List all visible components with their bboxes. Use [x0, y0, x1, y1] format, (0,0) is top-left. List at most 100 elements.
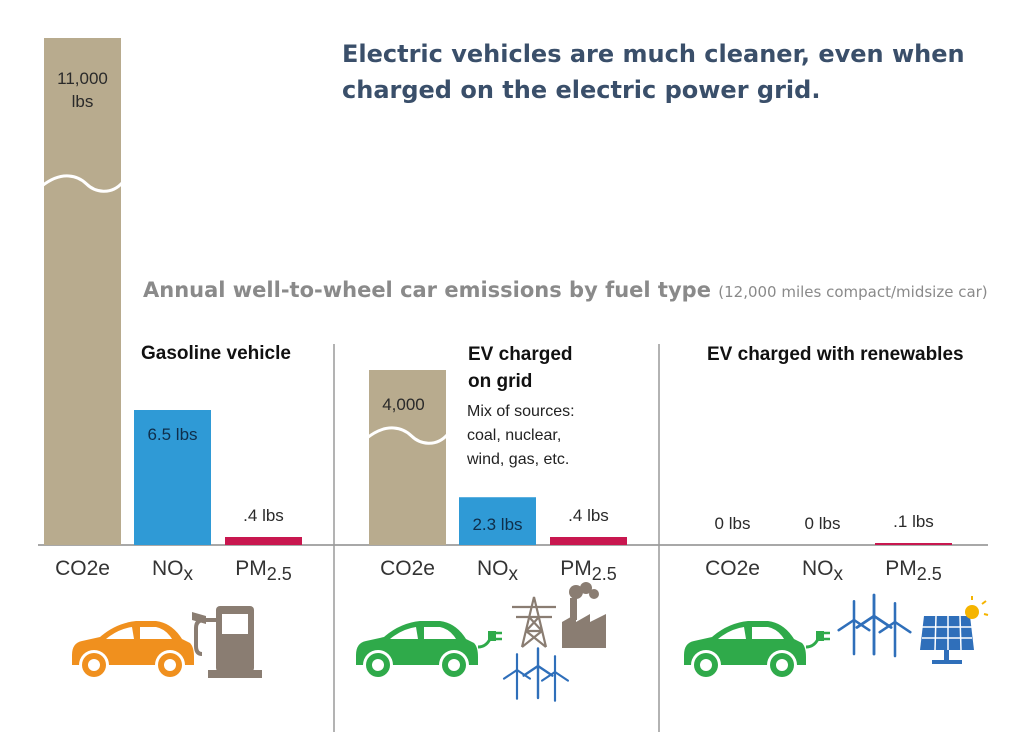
category-label: PM2.5	[885, 557, 942, 584]
wind-turbine-icon	[855, 593, 893, 656]
category-label: CO2e	[705, 557, 760, 580]
data-label: 6.5 lbs	[147, 425, 197, 444]
turbine-blade	[540, 670, 557, 682]
category-label: NOx	[477, 557, 519, 585]
grid-mix-note-line: Mix of sources:	[467, 403, 575, 420]
wheel-hub	[372, 659, 384, 671]
tick-sub: x	[184, 564, 194, 585]
data-label: 4,000	[382, 395, 425, 414]
turbine-blade	[553, 670, 570, 682]
pump-screen	[222, 614, 248, 634]
power-tower-icon	[512, 596, 556, 648]
factory-icon	[562, 582, 606, 648]
wheel-hub	[164, 659, 176, 671]
data-label: 0 lbs	[715, 514, 751, 533]
car-window	[390, 627, 418, 639]
wind-turbine-icon	[522, 647, 554, 700]
category-label: NOx	[802, 557, 844, 585]
tick-part: PM	[560, 557, 592, 580]
panel-grid	[934, 615, 937, 651]
green-ev-car-icon	[684, 621, 830, 680]
car-window	[752, 627, 784, 639]
group-title-ev-grid: EV charged on grid	[468, 344, 573, 392]
bar-co2e-0	[44, 38, 121, 545]
car-window	[718, 627, 746, 639]
pump-hose	[194, 618, 216, 656]
headline: Electric vehicles are much cleaner, even…	[342, 40, 965, 104]
group-title-ev-grid-line: EV charged	[468, 344, 573, 365]
panel-frame	[920, 616, 974, 650]
group-title-gasoline: Gasoline vehicle	[141, 343, 291, 364]
smoke	[569, 585, 583, 599]
data-label: .4 lbs	[243, 506, 284, 525]
category-label: PM2.5	[235, 557, 292, 584]
pump-base	[208, 670, 262, 678]
bar-nox-0	[134, 410, 211, 545]
axis-break-wave	[366, 426, 450, 445]
car-window	[424, 627, 456, 639]
gas-pump-icon	[192, 606, 262, 678]
bar-pm2.5-1	[550, 537, 627, 545]
tick-part: NO	[477, 557, 509, 580]
turbine-blade	[522, 664, 540, 677]
tick-part: PM	[885, 557, 917, 580]
orange-car-icon	[72, 621, 194, 680]
wheel-hub	[88, 659, 100, 671]
turbine-blade	[878, 620, 897, 634]
data-label: 2.3 lbs	[472, 515, 522, 534]
grid-mix-note-line: coal, nuclear,	[467, 427, 561, 444]
category-label: NOx	[152, 557, 194, 585]
pump-nozzle	[192, 612, 206, 624]
tick-part: NO	[802, 557, 834, 580]
axis-break-wave	[41, 174, 125, 193]
smoke	[589, 589, 599, 599]
group-title-ev-renewables: EV charged with renewables	[707, 344, 964, 365]
panel-grid	[959, 615, 962, 651]
ev-plug	[816, 631, 824, 641]
grid-mix-note-line: wind, gas, etc.	[466, 451, 569, 468]
wheel-hub	[448, 659, 460, 671]
wind-turbine-icon	[837, 600, 871, 656]
smoke	[580, 582, 592, 594]
subtitle-main: Annual well-to-wheel car emissions by fu…	[143, 278, 711, 302]
wind-turbine-icon	[878, 602, 912, 658]
factory-building	[562, 614, 606, 648]
tick-part: NO	[152, 557, 184, 580]
data-label: .1 lbs	[893, 512, 934, 531]
grid-mix-note: Mix of sources: coal, nuclear, wind, gas, …	[466, 403, 575, 468]
bar-nox-1	[459, 497, 536, 545]
bar-co2e-1	[369, 370, 446, 545]
subtitle-note: (12,000 miles compact/midsize car)	[718, 283, 988, 301]
wheel-hub	[776, 659, 788, 671]
panel-base	[932, 660, 962, 664]
chart-subtitle: Annual well-to-wheel car emissions by fu…	[143, 278, 988, 302]
turbine-blade	[502, 668, 519, 680]
category-label: CO2e	[55, 557, 110, 580]
tower-frame	[512, 596, 556, 648]
data-label: 0 lbs	[805, 514, 841, 533]
data-label: lbs	[72, 92, 94, 111]
car-window	[106, 627, 134, 639]
group-title-ev-grid-line: on grid	[468, 371, 532, 392]
wheel-hub	[700, 659, 712, 671]
category-label: PM2.5	[560, 557, 617, 584]
factory-chimney	[570, 598, 577, 620]
sun	[965, 605, 979, 619]
data-label: .4 lbs	[568, 506, 609, 525]
tick-sub: x	[509, 564, 519, 585]
bar-pm2.5-0	[225, 537, 302, 545]
category-label: CO2e	[380, 557, 435, 580]
tick-sub: 2.5	[592, 564, 617, 584]
turbine-blade	[893, 620, 912, 634]
green-ev-car-icon	[356, 621, 502, 680]
turbine-blade	[536, 664, 554, 677]
wind-turbine-icon	[502, 653, 532, 700]
panel-post	[944, 650, 949, 660]
ev-plug	[488, 631, 496, 641]
wind-turbine-icon	[540, 655, 570, 702]
tick-part: PM	[235, 557, 267, 580]
tick-sub: x	[834, 564, 844, 585]
tick-sub: 2.5	[917, 564, 942, 584]
solar-panel-icon	[920, 596, 989, 664]
